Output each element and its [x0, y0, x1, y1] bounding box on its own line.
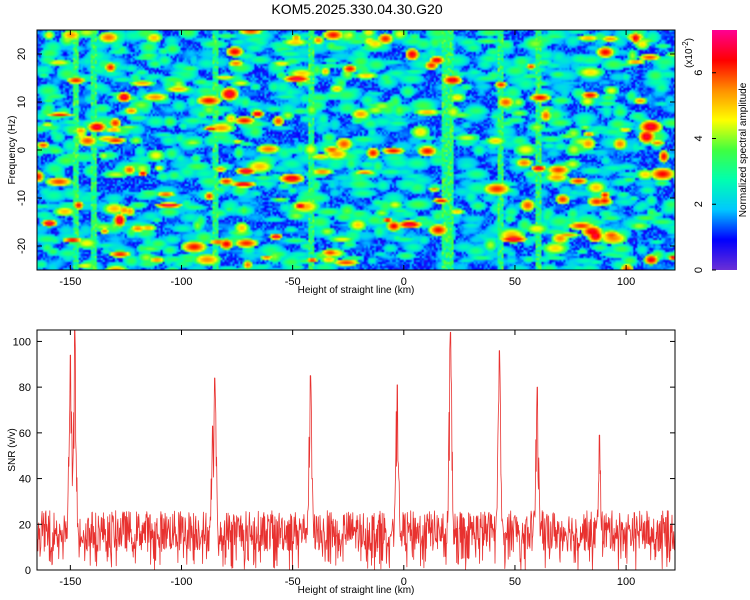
snr-y-tick-label: 60 [19, 428, 31, 440]
snr-panel: -150 -100 -50 0 50 100 0 20 40 60 80 100 Height of… [7, 329, 676, 596]
spectrogram-y-tick-label: -20 [16, 238, 28, 254]
colorbar-multiplier-base: (x10 [684, 48, 695, 68]
colorbar-tick-label: 4 [693, 135, 705, 141]
spectrogram-heatmap [37, 30, 675, 270]
spectrogram-y-tick-label: -10 [16, 190, 28, 206]
snr-y-tick-label: 0 [25, 565, 31, 577]
colorbar-multiplier-close: ) [684, 38, 695, 41]
snr-frame [36, 329, 676, 571]
spectrogram-x-ticks: -150 -100 -50 0 50 100 [59, 30, 635, 288]
colorbar-gradient [712, 30, 737, 270]
colorbar-tick-label: 2 [693, 201, 705, 207]
spectrogram-y-ticks: -20 -10 0 10 20 [16, 48, 675, 254]
snr-x-label: Height of straight line (km) [298, 585, 415, 596]
spectrogram-y-tick-label: 0 [16, 147, 28, 153]
spectrogram-y-tick-label: 20 [16, 48, 28, 60]
spectrogram-x-tick-label: 50 [509, 276, 521, 288]
spectrogram-x-tick-label: -100 [170, 276, 192, 288]
spectrogram-y-label: Frequency (Hz) [7, 116, 18, 185]
snr-y-tick-label: 80 [19, 382, 31, 394]
colorbar-multiplier: (x10-2) [681, 38, 695, 68]
snr-y-tick-label: 20 [19, 519, 31, 531]
snr-x-ticks: -150 -100 -50 0 50 100 [59, 330, 635, 588]
colorbar-ticks: 0 2 4 6 [693, 70, 716, 273]
snr-x-tick-label: 50 [509, 576, 521, 588]
snr-x-tick-label: 0 [401, 576, 407, 588]
spectrogram-x-tick-label: -50 [285, 276, 301, 288]
colorbar-label: Normalized spectral amplitude [738, 82, 749, 217]
spectrogram-y-tick-label: 10 [16, 96, 28, 108]
spectrogram-x-tick-label: 100 [617, 276, 635, 288]
spectrogram-x-tick-label: 0 [401, 276, 407, 288]
chart-title: KOM5.2025.330.04.30.G20 [271, 1, 442, 17]
colorbar-tick-label: 0 [693, 267, 705, 273]
snr-series-line [37, 330, 675, 570]
spectrogram-x-label: Height of straight line (km) [298, 285, 415, 296]
snr-y-label: SNR (v/v) [7, 428, 18, 471]
colorbar-tick-label: 6 [693, 70, 705, 76]
snr-y-ticks: 0 20 40 60 80 100 [13, 336, 675, 577]
colorbar: 0 2 4 6 Normalized spectral amplitude (x10-… [681, 30, 749, 273]
colorbar-multiplier-exp: -2 [681, 41, 690, 49]
snr-x-tick-label: -100 [170, 576, 192, 588]
snr-x-tick-label: -50 [285, 576, 301, 588]
snr-y-tick-label: 40 [19, 474, 31, 486]
snr-x-tick-label: -150 [59, 576, 81, 588]
snr-x-tick-label: 100 [617, 576, 635, 588]
spectrogram-x-tick-label: -150 [59, 276, 81, 288]
snr-y-tick-label: 100 [13, 336, 31, 348]
